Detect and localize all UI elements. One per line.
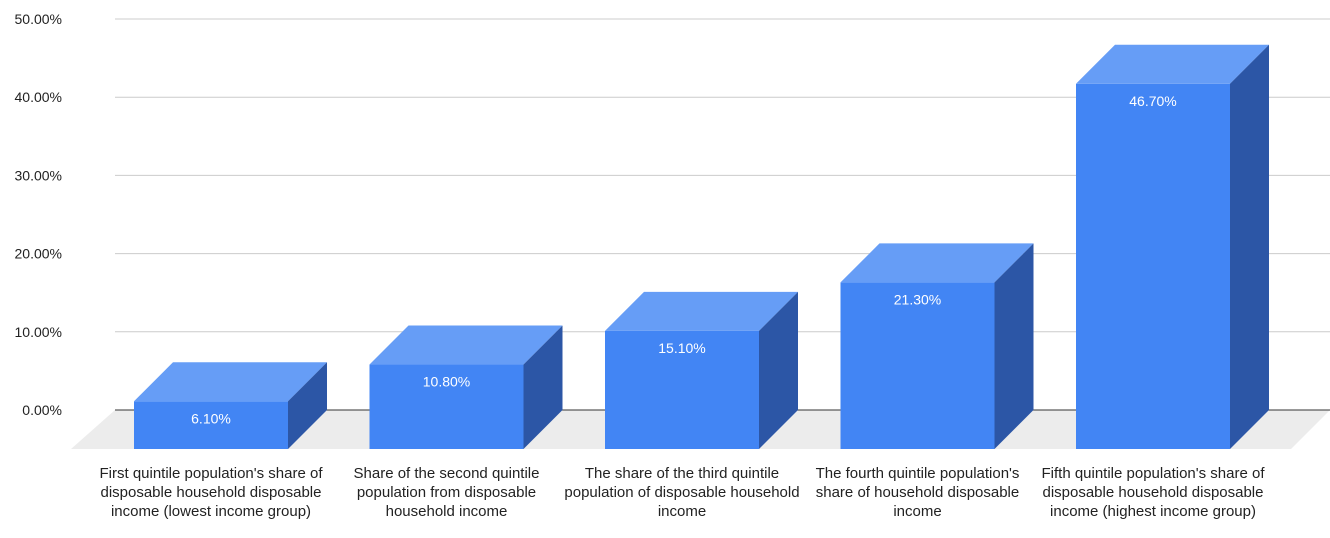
- bar-front: [605, 330, 759, 449]
- data-label: 6.10%: [191, 410, 231, 426]
- bar-top: [1076, 44, 1269, 84]
- x-category-label: First quintile population's share of dis…: [99, 465, 323, 520]
- bar-side: [1230, 44, 1269, 449]
- bar-side: [523, 325, 563, 449]
- bar: [134, 362, 327, 449]
- bar-top: [605, 291, 798, 331]
- bar-front: [1076, 83, 1230, 449]
- x-category-label: The share of the third quintile populati…: [564, 465, 800, 520]
- bar-side: [759, 291, 798, 449]
- bar: [840, 243, 1034, 449]
- x-category-label: The fourth quintile population's share o…: [815, 465, 1020, 520]
- x-category-label: Share of the second quintile population …: [353, 465, 540, 520]
- data-label: 46.70%: [1129, 93, 1176, 109]
- data-label: 21.30%: [894, 291, 941, 307]
- data-label: 15.10%: [658, 340, 705, 356]
- bar: [605, 291, 798, 449]
- y-tick-label: 0.00%: [22, 402, 62, 418]
- y-tick-label: 20.00%: [15, 246, 62, 262]
- bar: [369, 325, 563, 449]
- y-tick-label: 40.00%: [15, 89, 62, 105]
- bar-top: [134, 362, 327, 402]
- bar-top: [369, 325, 563, 365]
- data-label: 10.80%: [423, 374, 470, 390]
- bar-front: [840, 282, 995, 449]
- bar: [1076, 44, 1269, 449]
- bar-side: [288, 362, 327, 449]
- y-tick-label: 50.00%: [15, 11, 62, 27]
- y-tick-label: 30.00%: [15, 167, 62, 183]
- bar-side: [994, 243, 1034, 449]
- y-tick-label: 10.00%: [15, 324, 62, 340]
- bar-front: [134, 401, 288, 449]
- bar-top: [840, 243, 1034, 283]
- x-category-label: Fifth quintile population's share of dis…: [1041, 465, 1265, 520]
- bar-front: [369, 364, 524, 449]
